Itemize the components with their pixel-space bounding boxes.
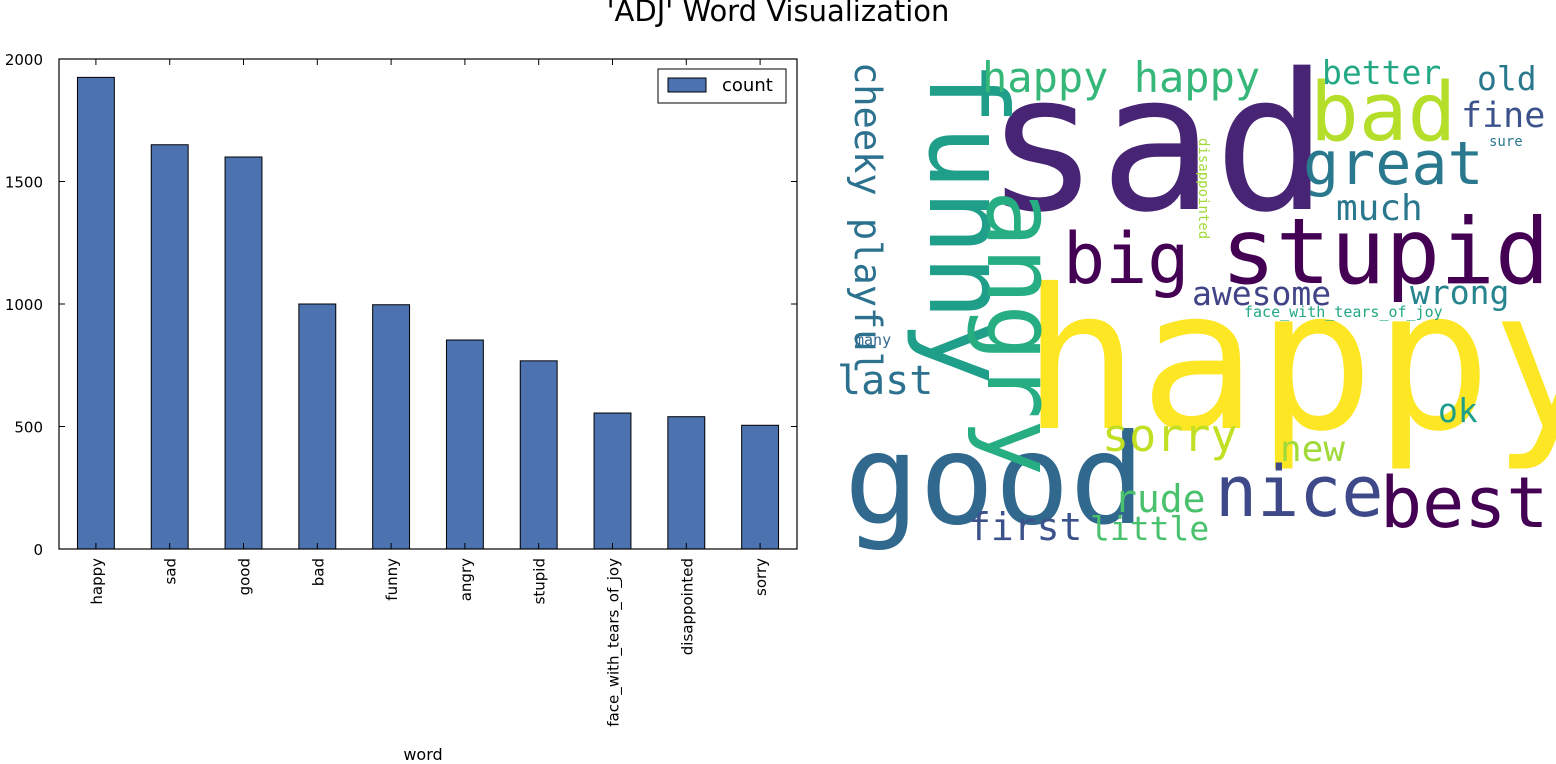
cloud-word-disappointed: disappointed [1195, 138, 1211, 239]
cloud-word-much: much [1336, 188, 1423, 229]
cloud-word-cheeky-playful: cheeky playful [846, 62, 889, 374]
x-tick-label: good [236, 558, 254, 595]
bar-happy [76, 76, 115, 550]
y-tick-label: 2000 [5, 51, 43, 69]
legend-box [657, 68, 787, 104]
cloud-word-many: many [855, 331, 891, 349]
x-tick-label: stupid [531, 558, 549, 604]
cloud-word-old: old [1477, 59, 1537, 98]
bar-sad [150, 144, 189, 550]
cloud-word-happy-happy: happy happy [982, 53, 1260, 102]
cloud-word-little: little [1090, 509, 1209, 548]
cloud-word-fine: fine [1461, 96, 1545, 136]
cloud-word-face-with-tears-of-joy: face_with_tears_of_joy [1244, 303, 1443, 321]
bar-face_with_tears_of_joy [593, 412, 632, 550]
legend: count [657, 68, 787, 104]
x-tick-label: happy [88, 558, 106, 605]
x-tick-label: angry [457, 558, 475, 601]
bar-sorry [741, 424, 780, 550]
bar-chart: happy sad good bad funny angry stupid face_with… [5, 51, 798, 764]
cloud-word-bad: bad [1310, 66, 1456, 160]
bars-layer [76, 76, 780, 550]
y-tick-label: 500 [14, 419, 43, 437]
cloud-word-last: last [837, 358, 933, 404]
cloud-word-ok: ok [1438, 391, 1478, 430]
cloud-word-funny: funny [904, 60, 1029, 385]
cloud-word-big: big [1063, 218, 1189, 300]
x-axis-label: word [403, 745, 442, 764]
cloud-word-sorry: sorry [1102, 409, 1237, 462]
cloud-word-good: good [844, 408, 1145, 553]
cloud-word-best: best [1380, 462, 1549, 544]
cloud-word-new: new [1280, 429, 1345, 470]
cloud-word-happy: happy [1022, 247, 1556, 474]
cloud-word-wrong: wrong [1410, 273, 1509, 312]
cloud-word-sad: sad [985, 33, 1328, 254]
y-tick-label: 0 [33, 541, 43, 559]
x-tick-label: face_with_tears_of_joy [605, 558, 624, 727]
x-tick-label: sorry [752, 558, 770, 596]
x-tick-label: funny [383, 558, 401, 601]
ticks-layer: happy sad good bad funny angry stupid face_with… [5, 51, 797, 727]
bar-good [224, 156, 263, 550]
cloud-word-angry: angry [965, 190, 1075, 476]
cloud-word-nice: nice [1215, 451, 1384, 533]
legend-label: count [722, 75, 773, 96]
legend-swatch [667, 77, 707, 93]
x-tick-label: disappointed [678, 558, 696, 655]
cloud-word-stupid: stupid [1221, 200, 1550, 305]
cloud-word-rude: rude [1114, 477, 1206, 521]
y-tick-label: 1500 [5, 174, 43, 192]
y-tick-label: 1000 [5, 296, 43, 314]
chart-title: 'ADJ' Word Visualization [606, 0, 950, 28]
cloud-word-first: first [968, 505, 1082, 549]
bar-stupid [519, 360, 558, 550]
x-tick-label: bad [309, 558, 327, 586]
x-tick-label: sad [162, 558, 180, 585]
cloud-word-awesome: awesome [1192, 274, 1331, 313]
cloud-word-great: great [1303, 129, 1484, 199]
cloud-word-sure: sure [1489, 134, 1523, 150]
bar-disappointed [667, 416, 706, 550]
cloud-word-better: better [1322, 53, 1441, 92]
